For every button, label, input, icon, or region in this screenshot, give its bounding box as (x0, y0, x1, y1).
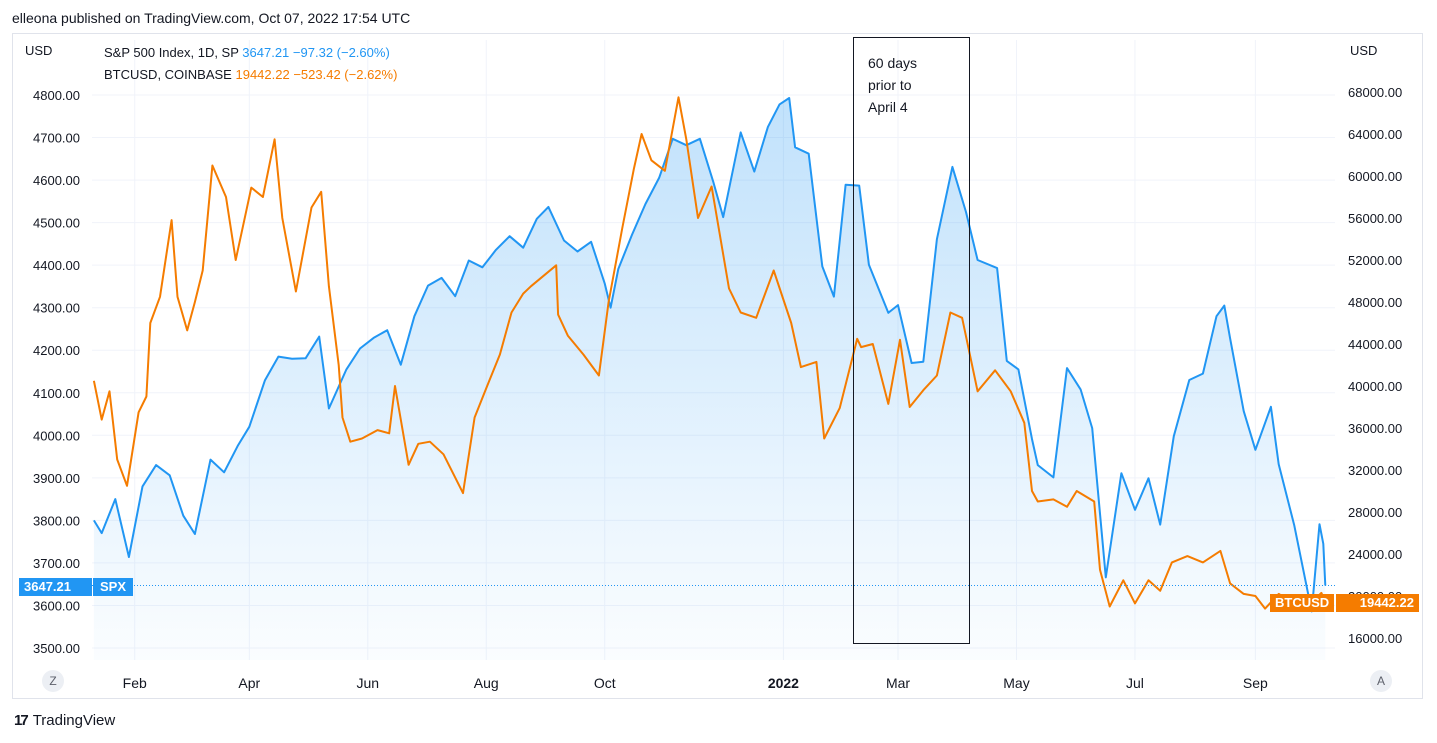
left-axis-tick-label: 3500.00 (33, 641, 80, 656)
right-axis-tick-label: 64000.00 (1348, 127, 1402, 142)
left-axis-unit: USD (25, 43, 52, 58)
right-axis-tick-label: 52000.00 (1348, 253, 1402, 268)
left-axis-tick-label: 3800.00 (33, 513, 80, 528)
btc-series-line (92, 96, 1327, 610)
footer: 17 TradingView (14, 712, 115, 729)
tradingview-brand: TradingView (32, 712, 116, 729)
right-axis-tick-label: 16000.00 (1348, 631, 1402, 646)
auto-scale-left-button[interactable]: Z (42, 670, 64, 692)
left-axis-tick-label: 4700.00 (33, 131, 80, 146)
left-axis-tick-label: 4400.00 (33, 258, 80, 273)
x-axis-tick-label: May (1003, 675, 1029, 691)
legend-btc-value: 19442.22 (235, 67, 290, 82)
left-axis-tick-label: 3700.00 (33, 556, 80, 571)
right-axis-tick-label: 32000.00 (1348, 463, 1402, 478)
annotation-text: 60 days prior to April 4 (868, 52, 958, 118)
right-axis-tick-label: 44000.00 (1348, 337, 1402, 352)
spx-area-fill (93, 98, 1326, 660)
x-axis-tick-label: Oct (594, 675, 616, 691)
btc-price-badge: 19442.22 (1336, 594, 1419, 612)
annotation-line: 60 days (868, 55, 918, 71)
right-axis-tick-label: 28000.00 (1348, 505, 1402, 520)
x-axis-tick-label: Jun (357, 675, 380, 691)
left-axis-tick-label: 4800.00 (33, 88, 80, 103)
x-axis-tick-label: Jul (1126, 675, 1144, 691)
right-axis-unit: USD (1350, 43, 1377, 58)
auto-scale-right-button[interactable]: A (1370, 670, 1392, 692)
annotation-line: prior to (868, 77, 912, 93)
left-axis-tick-label: 4100.00 (33, 386, 80, 401)
publish-caption: elleona published on TradingView.com, Oc… (12, 10, 411, 26)
left-axis-tick-label: 3900.00 (33, 471, 80, 486)
legend-spx-change: −97.32 (−2.60%) (292, 45, 390, 60)
spx-label-badge: SPX (93, 578, 133, 596)
right-axis-tick-label: 24000.00 (1348, 547, 1402, 562)
left-axis-tick-label: 4200.00 (33, 343, 80, 358)
left-axis-tick-label: 4000.00 (33, 428, 80, 443)
right-axis-tick-label: 48000.00 (1348, 295, 1402, 310)
legend-spx-symbol: S&P 500 Index, 1D, SP (104, 45, 239, 60)
spx-series-line (93, 97, 1327, 613)
right-axis-tick-label: 56000.00 (1348, 211, 1402, 226)
right-axis-tick-label: 60000.00 (1348, 169, 1402, 184)
x-axis-tick-label: Feb (123, 675, 147, 691)
annotation-box[interactable] (853, 37, 970, 644)
x-axis-tick-label: 2022 (768, 675, 799, 691)
left-axis-tick-label: 4300.00 (33, 301, 80, 316)
annotation-line: April 4 (868, 99, 908, 115)
x-axis-tick-label: Sep (1243, 675, 1268, 691)
legend-spx: S&P 500 Index, 1D, SP 3647.21 −97.32 (−2… (104, 45, 390, 60)
legend-btc-change: −523.42 (−2.62%) (293, 67, 398, 82)
left-axis-tick-label: 4500.00 (33, 216, 80, 231)
right-axis-tick-label: 68000.00 (1348, 85, 1402, 100)
left-axis-tick-label: 4600.00 (33, 173, 80, 188)
legend-btc-symbol: BTCUSD, COINBASE (104, 67, 232, 82)
chart-frame (12, 33, 1423, 699)
tradingview-logo-icon: 17 (14, 712, 29, 729)
btc-label-badge: BTCUSD (1270, 594, 1334, 612)
spx-price-badge: 3647.21 (19, 578, 92, 596)
left-axis-tick-label: 3600.00 (33, 598, 80, 613)
right-axis-tick-label: 36000.00 (1348, 421, 1402, 436)
legend-spx-value: 3647.21 (242, 45, 290, 60)
x-axis-tick-label: Apr (238, 675, 260, 691)
x-axis-tick-label: Aug (474, 675, 499, 691)
x-axis-tick-label: Mar (886, 675, 910, 691)
right-axis-tick-label: 40000.00 (1348, 379, 1402, 394)
legend-btc: BTCUSD, COINBASE 19442.22 −523.42 (−2.62… (104, 67, 397, 82)
